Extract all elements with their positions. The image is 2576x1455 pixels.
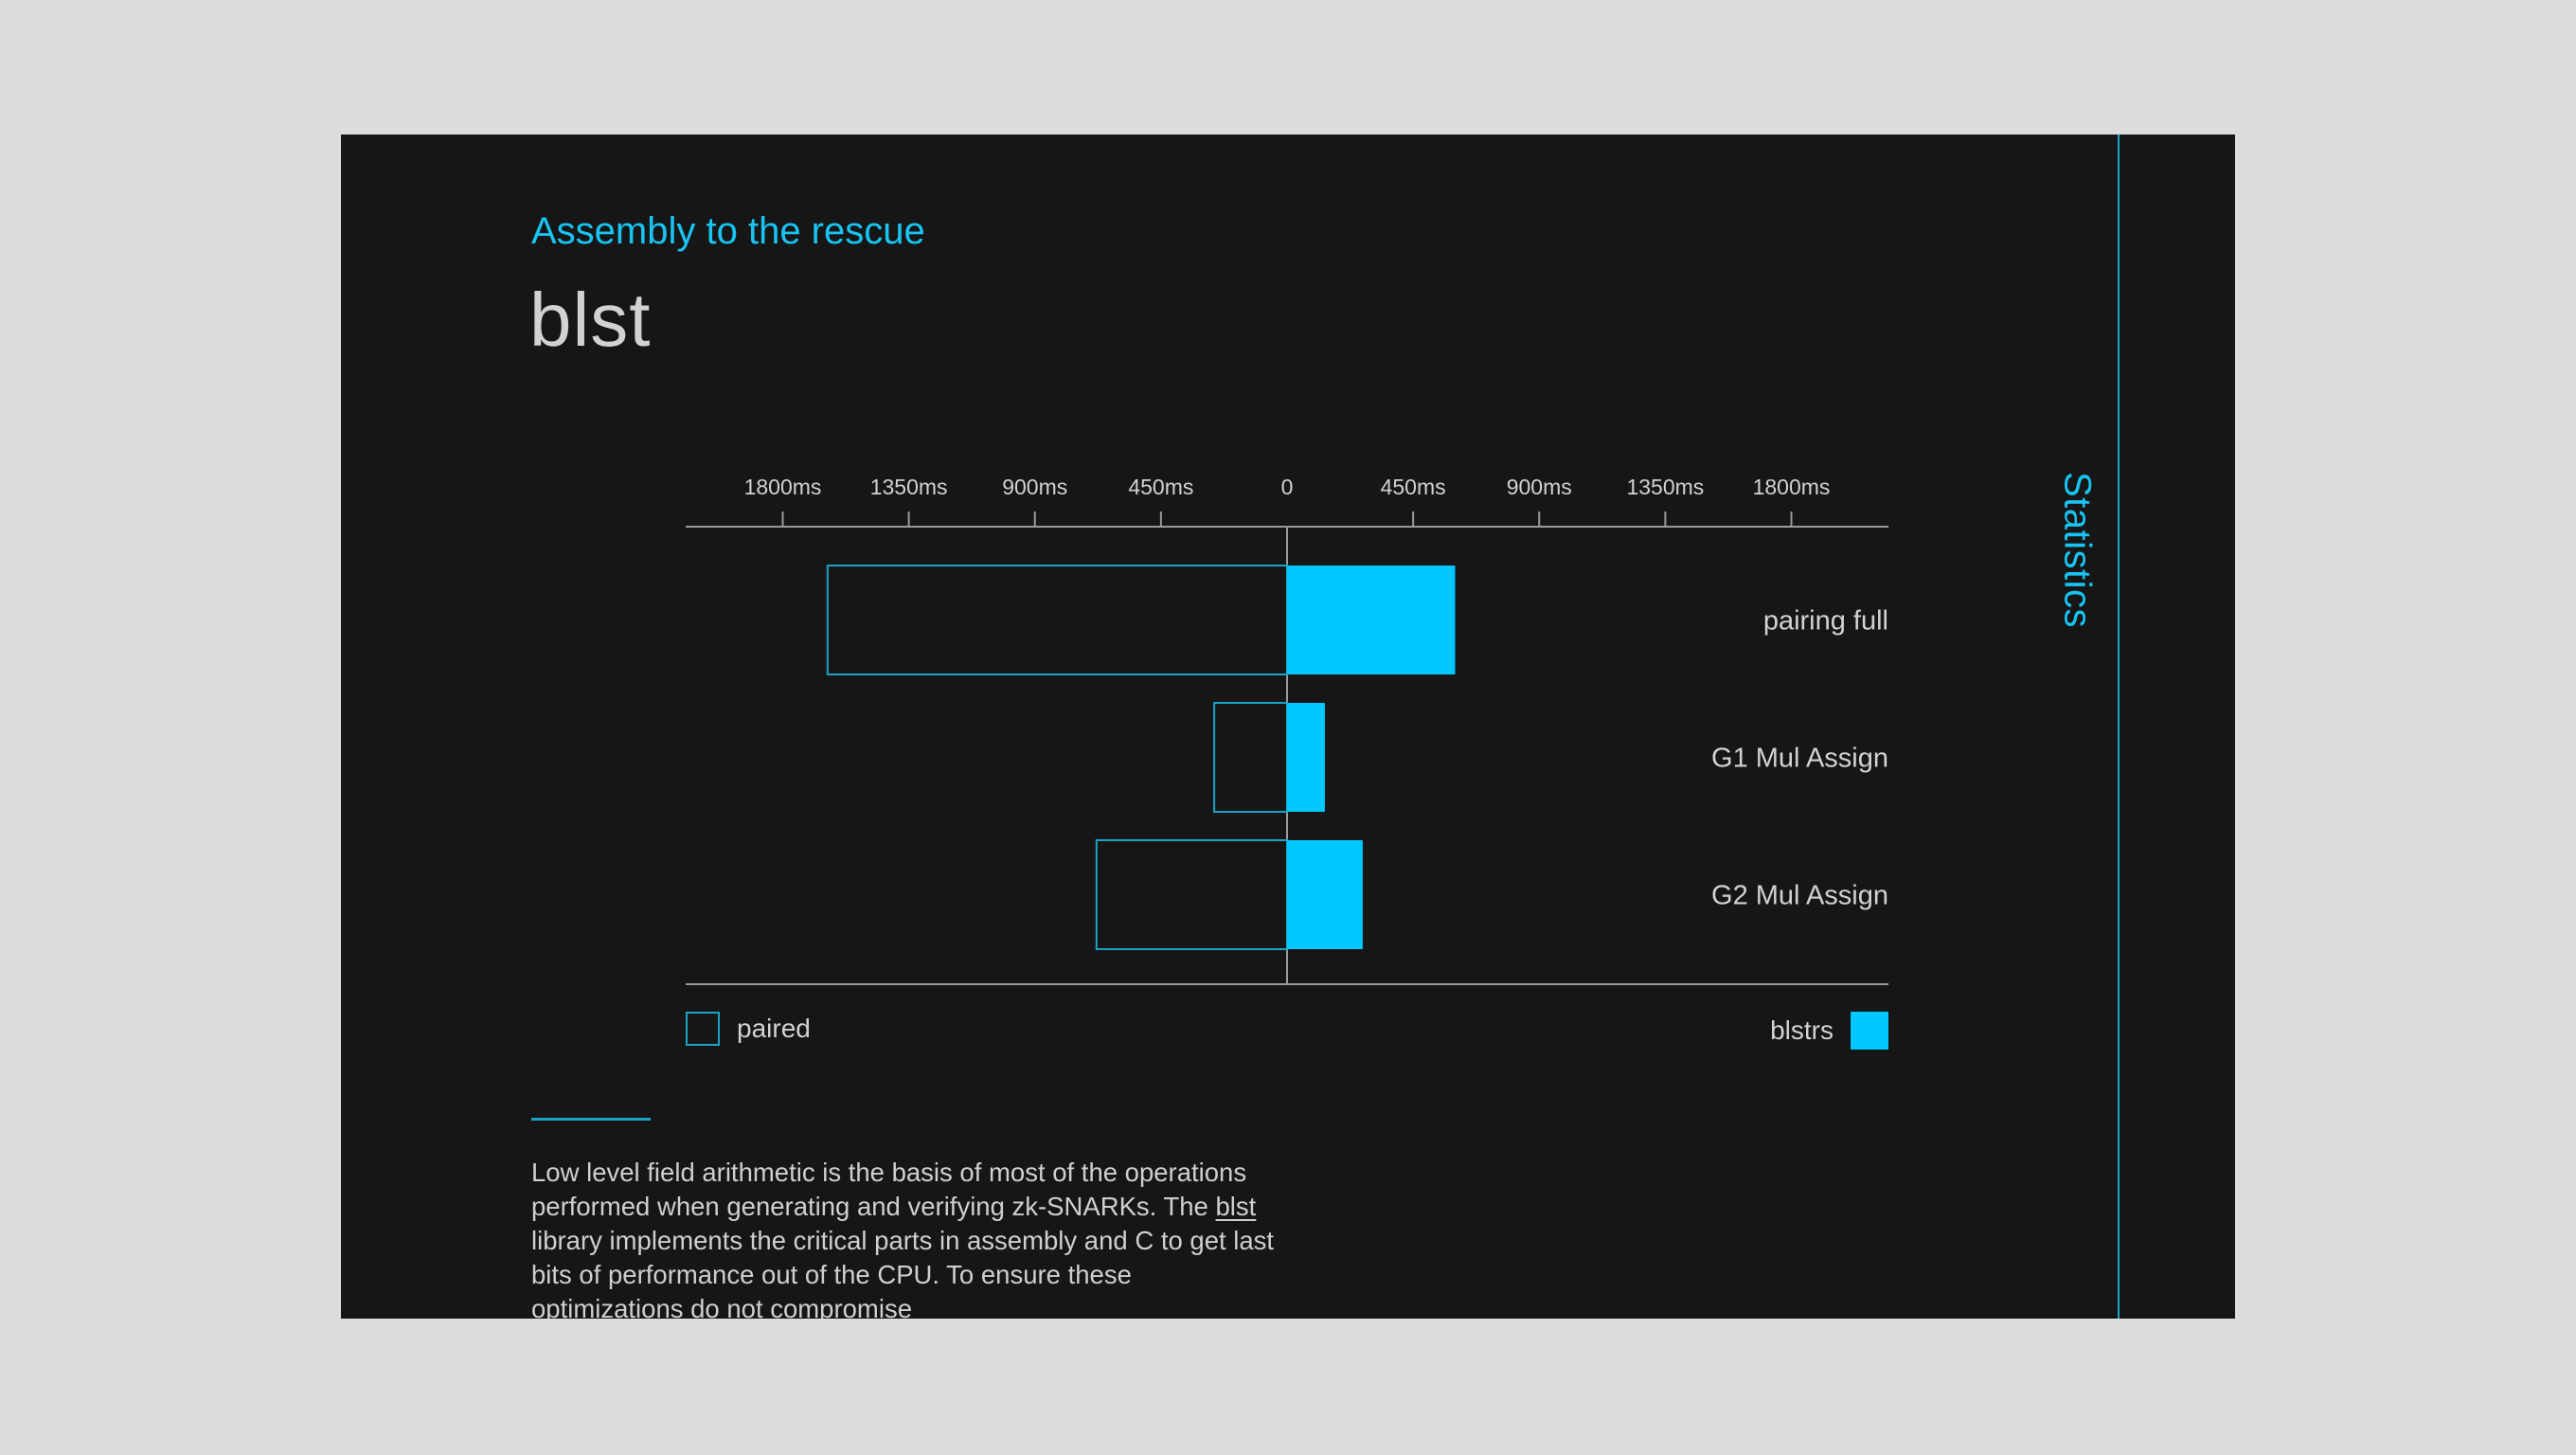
legend-blstrs: blstrs xyxy=(1770,1012,1888,1050)
legend-paired: paired xyxy=(686,1012,811,1046)
bar-paired xyxy=(826,565,1288,675)
x-tick-label: 1800ms xyxy=(1753,475,1831,499)
side-divider xyxy=(2118,135,2120,1319)
x-tick-label: 450ms xyxy=(1128,475,1193,499)
legend-blstrs-label: blstrs xyxy=(1770,1015,1834,1045)
x-tick-label: 450ms xyxy=(1381,475,1446,499)
category-label: G2 Mul Assign xyxy=(1711,881,1888,911)
slide-card: Assembly to the rescue blst 1800ms 1350ms… xyxy=(341,135,2235,1319)
body-paragraph: Low level field arithmetic is the basis … xyxy=(531,1156,1289,1319)
legend-paired-swatch xyxy=(686,1012,720,1046)
category-label: pairing full xyxy=(1763,606,1888,637)
x-tick-label: 1800ms xyxy=(744,475,822,499)
butterfly-bar-chart: 1800ms 1350ms 900ms 450ms 0 450ms 900ms 1350ms 1… xyxy=(686,475,1888,985)
x-tick-label: 900ms xyxy=(1507,475,1572,499)
body-text-part-2: library implements the critical parts in… xyxy=(531,1226,1275,1319)
bar-paired xyxy=(1213,702,1288,813)
sidebar-label-statistics: Statistics xyxy=(2056,472,2099,629)
body-text-part-1: Low level field arithmetic is the basis … xyxy=(531,1158,1247,1221)
x-tick-label: 0 xyxy=(1281,475,1294,499)
bar-paired xyxy=(1095,839,1288,950)
category-label: G1 Mul Assign xyxy=(1711,744,1888,774)
bar-blstrs xyxy=(1287,703,1325,812)
blst-link[interactable]: blst xyxy=(1215,1192,1257,1221)
slide-title: blst xyxy=(529,278,652,362)
x-tick-label: 1350ms xyxy=(870,475,948,499)
bar-blstrs xyxy=(1287,566,1456,674)
legend-paired-label: paired xyxy=(737,1014,811,1043)
x-tick-label: 1350ms xyxy=(1626,475,1704,499)
legend-blstrs-swatch xyxy=(1851,1012,1888,1050)
bar-blstrs xyxy=(1287,840,1363,949)
slide-kicker: Assembly to the rescue xyxy=(531,210,925,252)
x-tick-label: 900ms xyxy=(1002,475,1067,499)
accent-rule xyxy=(531,1118,651,1121)
